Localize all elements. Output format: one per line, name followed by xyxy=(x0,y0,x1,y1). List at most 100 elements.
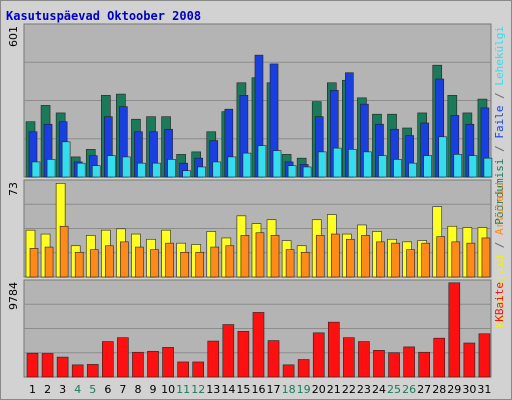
day-label-14: 14 xyxy=(221,383,235,396)
day-label-7: 7 xyxy=(119,383,126,396)
day-label-17: 17 xyxy=(267,383,281,396)
bar-Arvuteid-day-27 xyxy=(421,242,430,278)
bar-Lehekülgi-day-24 xyxy=(378,155,387,178)
bar-KBaite-day-8 xyxy=(132,351,144,378)
bar-KBaite-day-1 xyxy=(26,352,39,378)
bar-Arvuteid-day-13 xyxy=(210,246,220,278)
legend-item: Faile xyxy=(493,105,506,138)
bar-KBaite-day-7 xyxy=(117,337,129,378)
bar-Arvuteid-day-7 xyxy=(120,241,129,278)
day-label-2: 2 xyxy=(44,383,51,396)
bar-Lehekülgi-day-1 xyxy=(31,161,41,178)
bar-KBaite-day-3 xyxy=(56,356,69,378)
bar-Lehekülgi-day-6 xyxy=(107,155,116,178)
day-label-20: 20 xyxy=(312,383,326,396)
bar-KBaite-day-2 xyxy=(41,353,54,378)
bar-KBaite-day-26 xyxy=(403,346,415,378)
bar-Lehekülgi-day-15 xyxy=(242,152,252,178)
bar-Arvuteid-day-12 xyxy=(195,251,205,278)
bar-Arvuteid-day-9 xyxy=(150,249,159,278)
legend-item: / xyxy=(493,86,506,106)
day-label-3: 3 xyxy=(59,383,66,396)
day-label-9: 9 xyxy=(150,383,157,396)
day-label-29: 29 xyxy=(447,383,461,396)
y-max-label-1: 601 xyxy=(7,26,20,47)
bar-KBaite-day-29 xyxy=(448,282,461,378)
legend-item: / xyxy=(493,139,506,159)
y-max-label-2: 73 xyxy=(7,182,20,196)
legend-2: Külastajaid / Arvuteid xyxy=(493,182,506,328)
legend-item: KBaite xyxy=(493,282,506,322)
bar-Lehekülgi-day-26 xyxy=(408,162,417,178)
bar-Arvuteid-day-15 xyxy=(240,235,250,278)
bar-KBaite-day-18 xyxy=(282,364,295,378)
bar-Lehekülgi-day-11 xyxy=(182,170,191,178)
bar-KBaite-day-31 xyxy=(478,333,491,378)
bar-KBaite-day-20 xyxy=(312,332,325,378)
day-label-22: 22 xyxy=(342,383,356,396)
day-label-24: 24 xyxy=(372,383,386,396)
bar-KBaite-day-25 xyxy=(388,352,400,378)
day-label-30: 30 xyxy=(462,383,476,396)
bar-Arvuteid-day-24 xyxy=(376,241,385,278)
bar-Arvuteid-day-31 xyxy=(481,237,491,278)
bar-KBaite-day-4 xyxy=(71,364,84,378)
bar-Lehekülgi-day-28 xyxy=(438,136,448,178)
day-label-1: 1 xyxy=(29,383,36,396)
bar-Lehekülgi-day-23 xyxy=(363,151,372,178)
day-label-10: 10 xyxy=(161,383,175,396)
bar-KBaite-day-10 xyxy=(162,347,174,378)
day-label-15: 15 xyxy=(236,383,250,396)
bar-Arvuteid-day-21 xyxy=(330,233,340,278)
bar-KBaite-day-17 xyxy=(267,340,280,378)
bar-Lehekülgi-day-9 xyxy=(152,162,161,178)
bar-Arvuteid-day-1 xyxy=(29,248,39,278)
bar-Arvuteid-day-30 xyxy=(466,242,476,278)
bar-Arvuteid-day-8 xyxy=(135,246,144,278)
bar-Lehekülgi-day-14 xyxy=(227,156,237,178)
bar-Lehekülgi-day-27 xyxy=(423,155,432,178)
bar-Arvuteid-day-20 xyxy=(315,235,325,278)
bar-KBaite-day-13 xyxy=(207,340,220,378)
bar-Lehekülgi-day-20 xyxy=(317,151,327,178)
y-max-label-3: 9784 xyxy=(7,282,20,310)
bar-Arvuteid-day-3 xyxy=(59,225,69,278)
bar-Lehekülgi-day-13 xyxy=(212,161,222,178)
bar-KBaite-day-27 xyxy=(418,351,430,378)
day-label-18: 18 xyxy=(282,383,296,396)
bar-Arvuteid-day-16 xyxy=(255,232,265,278)
day-label-13: 13 xyxy=(206,383,220,396)
legend-item: Pöördumisi xyxy=(493,158,506,224)
bar-Lehekülgi-day-5 xyxy=(91,165,101,178)
bar-KBaite-day-6 xyxy=(102,341,114,378)
bar-Lehekülgi-day-2 xyxy=(46,159,56,178)
bar-Arvuteid-day-23 xyxy=(361,235,370,278)
bar-Lehekülgi-day-18 xyxy=(287,165,297,178)
bar-Lehekülgi-day-21 xyxy=(332,147,342,178)
bar-Arvuteid-day-26 xyxy=(406,249,415,278)
bar-Arvuteid-day-22 xyxy=(346,238,355,278)
legend-item: Külastajaid xyxy=(493,255,506,328)
bar-Lehekülgi-day-4 xyxy=(76,162,86,178)
legend-item: Arvuteid xyxy=(493,182,506,235)
bar-KBaite-day-11 xyxy=(177,361,189,378)
chart-title: Kasutuspäevad Oktoober 2008 xyxy=(6,9,202,23)
bar-Lehekülgi-day-22 xyxy=(348,149,357,178)
day-label-25: 25 xyxy=(387,383,401,396)
bar-Lehekülgi-day-29 xyxy=(453,154,463,178)
bar-KBaite-day-19 xyxy=(297,359,310,378)
bar-KBaite-day-28 xyxy=(433,337,446,378)
day-label-8: 8 xyxy=(134,383,141,396)
bar-KBaite-day-12 xyxy=(192,361,205,378)
bar-KBaite-day-5 xyxy=(86,364,99,378)
bar-Lehekülgi-day-7 xyxy=(122,156,131,178)
bar-Arvuteid-day-4 xyxy=(74,251,84,278)
day-label-31: 31 xyxy=(477,383,491,396)
legend-1: Pöördumisi / Faile / Lehekülgi xyxy=(493,26,506,225)
legend-item: / xyxy=(493,235,506,255)
legend-item: Lehekülgi xyxy=(493,26,506,86)
bar-Lehekülgi-day-25 xyxy=(393,159,402,178)
bar-Arvuteid-day-10 xyxy=(165,242,174,278)
legend-3: KBaite xyxy=(493,282,506,322)
